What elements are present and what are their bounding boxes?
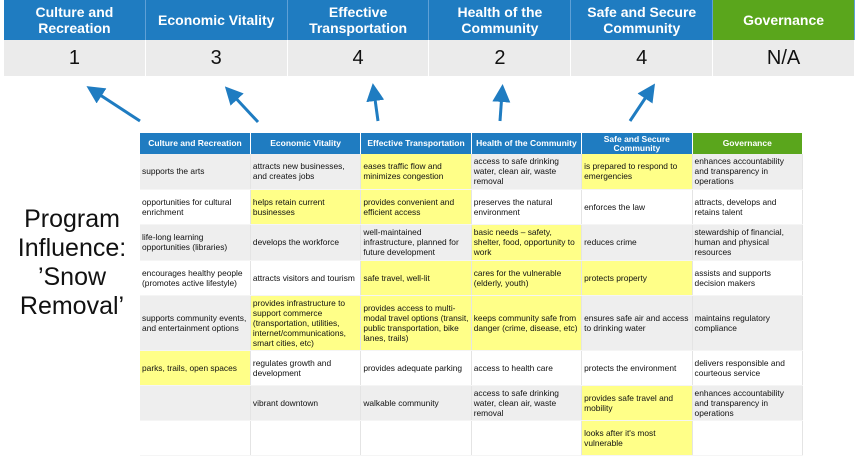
table-cell: life-long learning opportunities (librar…: [140, 224, 251, 261]
table-cell: looks after it's most vulnerable: [581, 420, 693, 456]
category-header: Health of the Community: [429, 0, 572, 40]
table-cell: provides infrastructure to support comme…: [250, 295, 362, 351]
table-cell: access to safe drinking water, clean air…: [471, 385, 583, 421]
table-cell: keeps community safe from danger (crime,…: [471, 295, 583, 351]
table-cell: stewardship of financial, human and phys…: [692, 224, 804, 261]
table-cell: assists and supports decision makers: [692, 260, 804, 296]
table-cell: ensures safe air and access to drinking …: [581, 295, 693, 351]
table-cell: access to safe drinking water, clean air…: [471, 154, 583, 190]
table-header: Health of the Community: [471, 133, 583, 154]
category-score: 4: [287, 40, 430, 76]
table-cell: well-maintained infrastructure, planned …: [360, 224, 472, 261]
table-cell: [140, 385, 251, 421]
table-row: vibrant downtown walkable community access…: [140, 385, 804, 421]
table-cell: delivers responsible and courteous servi…: [692, 350, 804, 386]
table-header: Effective Transportation: [360, 133, 472, 154]
table-cell: access to health care: [471, 350, 583, 386]
table-row: life-long learning opportunities (librar…: [140, 224, 804, 261]
table-cell: basic needs – safety, shelter, food, opp…: [471, 224, 583, 261]
table-cell: [140, 420, 251, 456]
arrow-economic: [224, 86, 260, 124]
table-cell: reduces crime: [581, 224, 693, 261]
table-row: parks, trails, open spaces regulates grow…: [140, 350, 804, 386]
table-cell: protects property: [581, 260, 693, 296]
label-line: ’Snow: [37, 263, 107, 291]
table-cell: attracts new businesses, and creates job…: [250, 154, 362, 190]
table-cell: safe travel, well-lit: [360, 260, 472, 296]
table-cell: regulates growth and development: [250, 350, 362, 386]
table-cell: provides access to multi-modal travel op…: [360, 295, 472, 351]
program-influence-label: Program Influence: ’Snow Removal’: [2, 205, 142, 321]
table-header: Economic Vitality: [250, 133, 362, 154]
category-header: Effective Transportation: [287, 0, 430, 40]
label-line: Program: [24, 205, 120, 233]
table-cell: protects the environment: [581, 350, 693, 386]
table-cell: walkable community: [360, 385, 472, 421]
table-cell: parks, trails, open spaces: [140, 350, 251, 386]
table-header: Culture and Recreation: [140, 133, 251, 154]
table-cell: develops the workforce: [250, 224, 362, 261]
table-cell: [250, 420, 362, 456]
table-header: Safe and Secure Community: [581, 133, 693, 154]
table-row: supports community events, and entertain…: [140, 295, 804, 351]
category-score: 1: [4, 40, 146, 76]
category-score: 2: [429, 40, 572, 76]
category-score: 3: [145, 40, 288, 76]
table-cell: is prepared to respond to emergencies: [581, 154, 693, 190]
category-header: Governance: [713, 0, 855, 40]
table-row: encourages healthy people (promotes acti…: [140, 260, 804, 296]
label-line: Removal’: [19, 292, 125, 320]
category-score: N/A: [713, 40, 855, 76]
table-cell: provides convenient and efficient access: [360, 189, 472, 225]
table-cell: provides safe travel and mobility: [581, 385, 693, 421]
table-cell: [471, 420, 583, 456]
table-cell: encourages healthy people (promotes acti…: [140, 260, 251, 296]
category-header: Safe and Secure Community: [571, 0, 714, 40]
table-cell: enhances accountability and transparency…: [692, 154, 804, 190]
table-cell: vibrant downtown: [250, 385, 362, 421]
table-cell: supports the arts: [140, 154, 251, 190]
table-cell: eases traffic flow and minimizes congest…: [360, 154, 472, 190]
table-cell: cares for the vulnerable (elderly, youth…: [471, 260, 583, 296]
table-cell: preserves the natural environment: [471, 189, 583, 225]
table-row: opportunities for cultural enrichment hel…: [140, 189, 804, 225]
influence-table: Culture and Recreation Economic Vitality E…: [140, 133, 804, 456]
table-cell: [360, 420, 472, 456]
category-header: Culture and Recreation: [4, 0, 146, 40]
table-cell: [692, 420, 804, 456]
arrow-culture: [86, 86, 141, 123]
category-score: 4: [571, 40, 714, 76]
table-cell: attracts, develops and retains talent: [692, 189, 804, 225]
score-summary: Culture and Recreation Economic Vitality E…: [4, 0, 855, 76]
table-cell: opportunities for cultural enrichment: [140, 189, 251, 225]
table-cell: helps retain current businesses: [250, 189, 362, 225]
table-cell: maintains regulatory compliance: [692, 295, 804, 351]
table-cell: enhances accountability and transparency…: [692, 385, 804, 421]
arrow-safe: [628, 83, 655, 122]
category-header: Economic Vitality: [145, 0, 288, 40]
table-cell: provides adequate parking: [360, 350, 472, 386]
table-row: supports the arts attracts new businesses…: [140, 154, 804, 190]
table-cell: attracts visitors and tourism: [250, 260, 362, 296]
arrow-health: [492, 84, 511, 122]
label-line: Influence:: [17, 234, 127, 262]
table-header: Governance: [692, 133, 804, 154]
table-row: looks after it's most vulnerable: [140, 420, 804, 456]
table-cell: supports community events, and entertain…: [140, 295, 251, 351]
table-cell: enforces the law: [581, 189, 693, 225]
arrow-transportation: [366, 83, 385, 122]
